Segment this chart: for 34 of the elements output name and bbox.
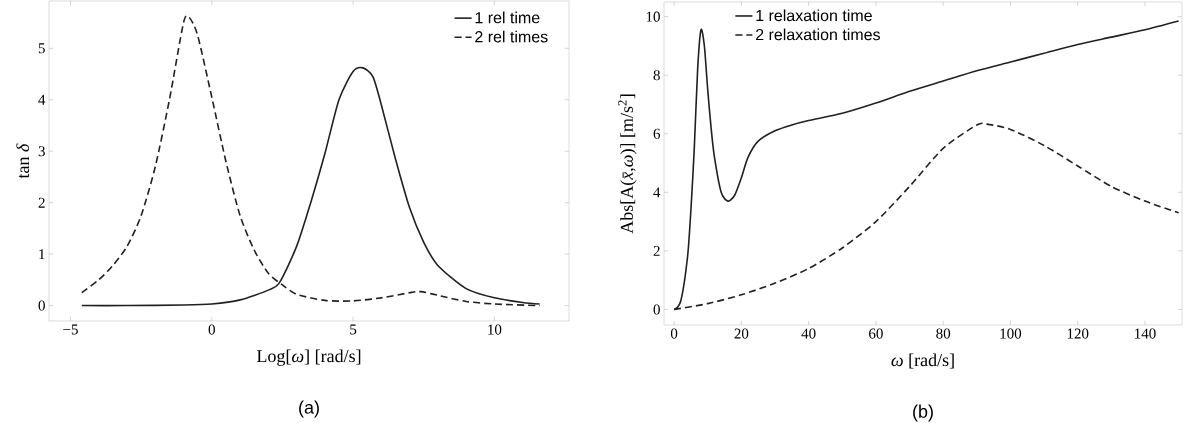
y-tick-label: 2 (38, 197, 45, 208)
y-tick-label: 2 (653, 245, 660, 256)
y-tick-label: 5 (38, 43, 45, 54)
x-axis-title: ω [rad/s] (891, 353, 954, 369)
y-tick-label: 8 (653, 70, 660, 81)
x-tick-label: 5 (350, 324, 357, 335)
y-tick-label: 0 (653, 304, 660, 315)
x-tick-label: 100 (1000, 328, 1022, 339)
x-tick-label: 10 (488, 324, 502, 335)
x-tick-label: 0 (208, 324, 215, 335)
y-tick-label: 10 (646, 11, 660, 22)
text: (a) (299, 400, 319, 418)
x-tick-label: 20 (734, 328, 749, 339)
x-tick-label: 140 (1135, 328, 1156, 339)
text: (b) (913, 404, 933, 422)
y-tick-label: 3 (38, 146, 45, 157)
legend-label: 2 rel times (475, 30, 548, 43)
x-axis-title: Log[ω] [rad/s] (256, 349, 361, 366)
legend-label: 1 relaxation time (756, 9, 872, 22)
x-tick-label: 120 (1067, 328, 1089, 339)
x-tick-label: 80 (936, 328, 951, 339)
y-tick-label: 6 (653, 128, 661, 139)
legend-label: 2 relaxation times (756, 28, 880, 41)
x-tick-label: 60 (869, 328, 883, 339)
legend-label: 1 rel time (475, 11, 540, 24)
y-tick-label: 4 (38, 94, 46, 105)
y-axis-title: Abs[A(x̄,ω)] [m/s$^{2}$] (618, 94, 637, 234)
y-tick-label: 4 (653, 187, 661, 198)
y-tick-label: 1 (39, 249, 45, 260)
x-tick-label: 40 (801, 328, 816, 339)
x-tick-label: 0 (670, 328, 678, 339)
x-tick-label: −5 (63, 324, 78, 335)
y-axis-title: tan δ (16, 143, 30, 179)
y-tick-label: 0 (38, 300, 45, 311)
